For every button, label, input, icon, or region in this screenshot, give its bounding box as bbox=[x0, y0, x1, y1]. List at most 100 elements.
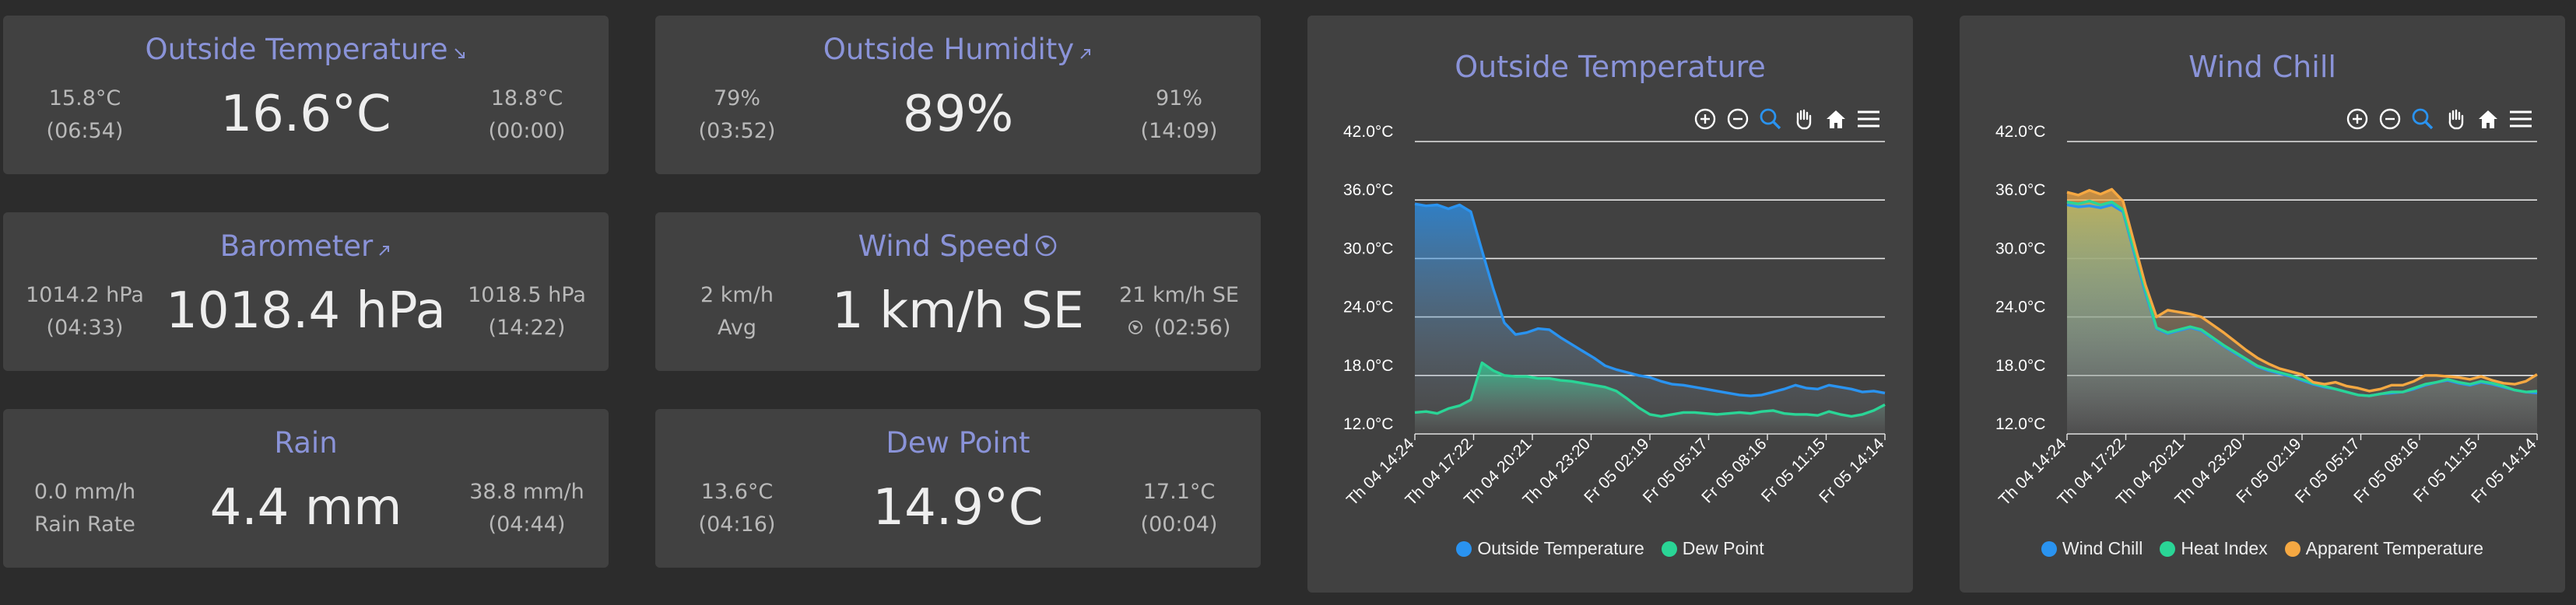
zoom-select-icon[interactable] bbox=[1757, 106, 1784, 132]
gust-time: (02:56) bbox=[1153, 316, 1231, 340]
legend-label: Heat Index bbox=[2181, 538, 2268, 558]
high-value: 91% (14:09) bbox=[1097, 82, 1261, 148]
current-value: 16.6°C bbox=[220, 86, 391, 143]
wind-chill-chart-panel: Wind Chill 42.0°C 36.0°C 30.0°C 24.0°C 18.0°… bbox=[1960, 16, 2565, 593]
y-tick-label: 18.0°C bbox=[1343, 357, 1393, 375]
wind-direction-compass-icon bbox=[1034, 231, 1058, 264]
trend-up-arrow-icon bbox=[377, 231, 391, 264]
low-reading: 15.8°C bbox=[48, 86, 121, 110]
low-value: 79% (03:52) bbox=[655, 82, 819, 148]
high-time: (04:44) bbox=[488, 512, 566, 537]
barometer-tile[interactable]: Barometer 1014.2 hPa (04:33) 1018.4 hPa 1… bbox=[3, 212, 609, 371]
chart-title: Wind Chill bbox=[2188, 50, 2336, 84]
home-reset-icon[interactable] bbox=[1823, 106, 1849, 132]
gust-reading: 21 km/h SE bbox=[1119, 283, 1239, 307]
series-line-2 bbox=[2066, 187, 2538, 393]
series-line-0 bbox=[1414, 202, 1886, 397]
zoom-in-icon[interactable] bbox=[2344, 106, 2371, 132]
high-reading: 17.1°C bbox=[1142, 480, 1216, 504]
tile-title-text: Wind Speed bbox=[858, 229, 1030, 263]
high-value: 18.8°C (00:00) bbox=[445, 82, 609, 148]
tile-title: Rain bbox=[3, 426, 609, 460]
outside-temperature-chart-panel: Outside Temperature 42.0°C 36.0°C 30.0°C 24… bbox=[1307, 16, 1913, 593]
high-reading: 38.8 mm/h bbox=[469, 480, 584, 504]
current-value: 14.9°C bbox=[872, 479, 1044, 537]
legend-label: Apparent Temperature bbox=[2305, 538, 2484, 558]
high-time: (14:22) bbox=[488, 316, 566, 340]
rain-rate-reading: 0.0 mm/h bbox=[33, 480, 136, 504]
legend-label: Wind Chill bbox=[2062, 538, 2143, 558]
y-tick-label: 24.0°C bbox=[1995, 299, 2045, 316]
chart-title: Outside Temperature bbox=[1455, 50, 1766, 84]
average-value: 2 km/h Avg bbox=[655, 279, 819, 344]
tile-title: Outside Humidity bbox=[655, 33, 1261, 68]
wind-speed-tile[interactable]: Wind Speed 2 km/h Avg 1 km/h SE 21 km/h S… bbox=[655, 212, 1261, 371]
y-tick-label: 30.0°C bbox=[1995, 240, 2045, 257]
low-time: (03:52) bbox=[698, 119, 776, 143]
outside-humidity-tile[interactable]: Outside Humidity 79% (03:52) 89% 91% (14:0… bbox=[655, 16, 1261, 174]
average-reading: 2 km/h bbox=[700, 283, 774, 307]
trend-up-arrow-icon bbox=[1079, 34, 1093, 68]
tile-title-text: Barometer bbox=[219, 229, 374, 263]
high-value: 17.1°C (00:04) bbox=[1097, 476, 1261, 541]
legend-label: Dew Point bbox=[1682, 538, 1764, 558]
wind-chill-chart[interactable]: 42.0°C36.0°C30.0°C24.0°C18.0°C12.0°CTh 0… bbox=[1960, 16, 2565, 593]
series-line-1 bbox=[2066, 199, 2538, 397]
current-value: 1 km/h SE bbox=[832, 282, 1084, 340]
gust-time-row: (02:56) bbox=[1097, 312, 1261, 345]
series-area-1 bbox=[1415, 362, 1885, 434]
series-line-1 bbox=[1414, 361, 1886, 418]
low-time: (06:54) bbox=[46, 119, 124, 143]
legend-dot bbox=[2160, 540, 2176, 557]
menu-icon[interactable] bbox=[2508, 106, 2534, 132]
legend-dot bbox=[2041, 540, 2057, 557]
high-reading: 1018.5 hPa bbox=[468, 283, 586, 307]
tile-title: Wind Speed bbox=[655, 229, 1261, 264]
tile-title-text: Outside Humidity bbox=[823, 33, 1075, 66]
legend-item-heat-index[interactable]: Heat Index bbox=[2160, 538, 2268, 559]
legend-item-outside-temperature[interactable]: Outside Temperature bbox=[1456, 538, 1644, 559]
tile-title-text: Outside Temperature bbox=[145, 33, 448, 66]
low-time: (04:16) bbox=[698, 512, 776, 537]
low-time: (04:33) bbox=[46, 316, 124, 340]
dew-point-tile[interactable]: Dew Point 13.6°C (04:16) 14.9°C 17.1°C (00… bbox=[655, 409, 1261, 568]
legend-item-dew-point[interactable]: Dew Point bbox=[1661, 538, 1764, 559]
low-reading: 13.6°C bbox=[700, 480, 774, 504]
chart-legend: Outside Temperature Dew Point bbox=[1307, 538, 1913, 559]
pan-hand-icon[interactable] bbox=[1790, 106, 1816, 132]
rain-tile[interactable]: Rain 0.0 mm/h Rain Rate 4.4 mm 38.8 mm/h (… bbox=[3, 409, 609, 568]
y-tick-label: 12.0°C bbox=[1343, 415, 1393, 433]
high-value: 38.8 mm/h (04:44) bbox=[445, 476, 609, 541]
menu-icon[interactable] bbox=[1855, 106, 1882, 132]
y-tick-label: 30.0°C bbox=[1343, 240, 1393, 257]
outside-temperature-tile[interactable]: Outside Temperature 15.8°C (06:54) 16.6°C… bbox=[3, 16, 609, 174]
y-tick-label: 18.0°C bbox=[1995, 357, 2045, 375]
current-value: 1018.4 hPa bbox=[166, 282, 446, 340]
gust-value: 21 km/h SE (02:56) bbox=[1097, 279, 1261, 345]
tile-title-text: Dew Point bbox=[886, 426, 1030, 460]
y-tick-label: 12.0°C bbox=[1995, 415, 2045, 433]
low-value: 13.6°C (04:16) bbox=[655, 476, 819, 541]
tile-title-text: Rain bbox=[274, 426, 338, 460]
low-reading: 79% bbox=[713, 86, 760, 110]
y-tick-label: 36.0°C bbox=[1995, 181, 2045, 199]
home-reset-icon[interactable] bbox=[2475, 106, 2501, 132]
chart-toolbar bbox=[1692, 106, 1882, 132]
zoom-out-icon[interactable] bbox=[1725, 106, 1751, 132]
high-value: 1018.5 hPa (14:22) bbox=[445, 279, 609, 344]
legend-item-apparent-temperature[interactable]: Apparent Temperature bbox=[2284, 538, 2484, 559]
zoom-in-icon[interactable] bbox=[1692, 106, 1718, 132]
y-tick-label: 36.0°C bbox=[1343, 181, 1393, 199]
low-reading: 1014.2 hPa bbox=[26, 283, 144, 307]
legend-label: Outside Temperature bbox=[1477, 538, 1644, 558]
legend-dot bbox=[1661, 540, 1677, 557]
high-time: (00:04) bbox=[1140, 512, 1218, 537]
pan-hand-icon[interactable] bbox=[2442, 106, 2469, 132]
rain-rate-label: Rain Rate bbox=[34, 512, 135, 537]
low-value: 15.8°C (06:54) bbox=[3, 82, 167, 148]
legend-item-wind-chill[interactable]: Wind Chill bbox=[2041, 538, 2143, 559]
zoom-select-icon[interactable] bbox=[2409, 106, 2436, 132]
high-time: (14:09) bbox=[1140, 119, 1218, 143]
outside-temperature-chart[interactable]: 42.0°C36.0°C30.0°C24.0°C18.0°C12.0°CTh 0… bbox=[1307, 16, 1913, 593]
zoom-out-icon[interactable] bbox=[2377, 106, 2403, 132]
